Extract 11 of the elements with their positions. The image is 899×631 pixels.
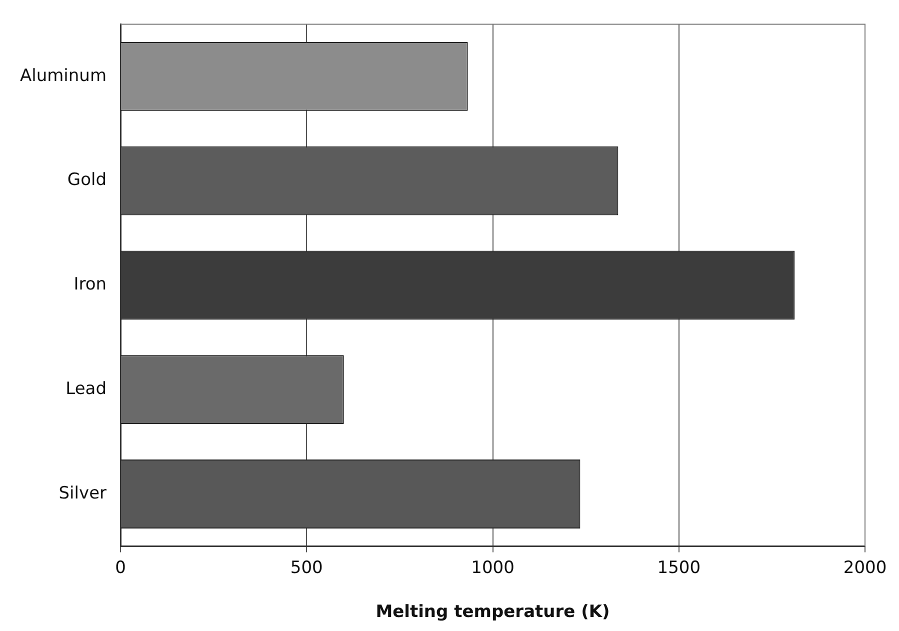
x-tick-label: 500	[290, 558, 323, 578]
x-tick-label: 1000	[471, 558, 514, 578]
y-tick-label: Iron	[74, 274, 107, 295]
y-tick-label: Lead	[66, 379, 107, 400]
y-tick-label: Aluminum	[20, 66, 107, 86]
x-axis-title: Melting temperature (K)	[376, 602, 610, 622]
x-tick-label: 0	[115, 558, 126, 578]
x-tick-label: 2000	[843, 558, 887, 578]
y-tick-label: Silver	[58, 483, 107, 504]
y-tick-label: Gold	[67, 170, 107, 190]
x-tick-label: 1500	[657, 558, 701, 578]
